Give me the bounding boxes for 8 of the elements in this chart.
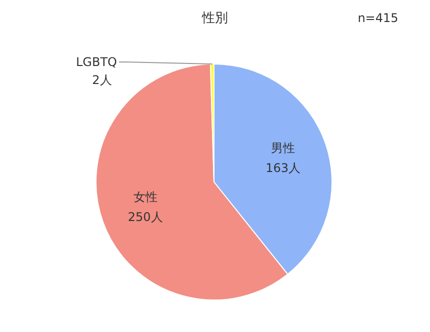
title: 性別 xyxy=(202,11,228,26)
category-label: 女性 xyxy=(133,190,158,204)
value-label: 250人 xyxy=(128,210,163,224)
annotation: n=415 xyxy=(358,11,398,25)
category-label: 男性 xyxy=(271,140,296,155)
category-label: LGBTQ xyxy=(76,55,117,69)
value-label: 163人 xyxy=(266,160,300,175)
value-label: 2人 xyxy=(92,73,112,87)
